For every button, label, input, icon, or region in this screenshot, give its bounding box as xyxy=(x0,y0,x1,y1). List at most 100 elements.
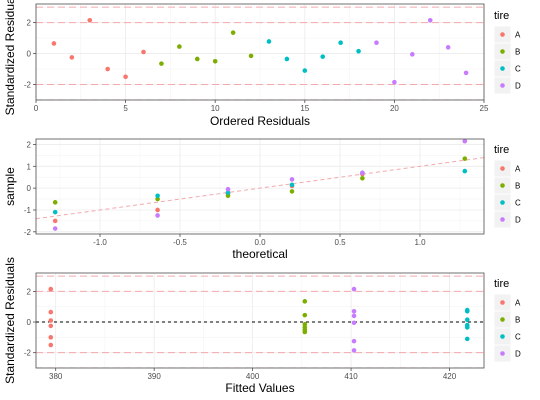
data-point-D xyxy=(392,79,397,85)
data-point-B xyxy=(360,176,365,181)
legend-label-C: C xyxy=(515,333,521,342)
data-point-B xyxy=(289,189,295,194)
y-tick-label: 1 xyxy=(27,162,32,171)
data-point-B xyxy=(52,200,58,205)
data-point-D xyxy=(351,309,357,314)
legend-marker-D xyxy=(500,83,505,88)
x-tick-label: 400 xyxy=(246,372,260,381)
legend-label-D: D xyxy=(515,350,521,359)
chart-panel-3: 380 390 400 410 420 -2 0 2 Fitted Values Standard… xyxy=(3,257,521,395)
data-point-A xyxy=(123,74,128,80)
legend-marker-B xyxy=(500,183,505,188)
data-point-D xyxy=(462,138,468,144)
x-tick-label: -1.0 xyxy=(93,238,107,247)
x-tick-label: 0.5 xyxy=(334,238,346,247)
x-tick-label: 15 xyxy=(300,104,309,113)
x-axis-title: Ordered Residuals xyxy=(210,114,310,128)
data-point-C xyxy=(356,48,361,54)
data-point-D xyxy=(463,70,469,76)
y-axis-title: Standardized Residuals xyxy=(3,257,17,384)
data-point-B xyxy=(159,61,164,66)
data-point-C xyxy=(464,336,470,342)
x-tick-label: 20 xyxy=(390,104,399,113)
data-point-A xyxy=(87,17,93,23)
data-point-D xyxy=(289,177,295,182)
legend-marker-C xyxy=(500,66,505,71)
data-point-B xyxy=(302,329,308,335)
data-point-B xyxy=(194,56,200,62)
data-point-A xyxy=(48,318,54,323)
data-point-C xyxy=(462,168,468,174)
data-point-B xyxy=(155,196,160,202)
data-point-D xyxy=(225,186,231,192)
x-tick-label: -0.5 xyxy=(173,238,187,247)
data-point-D xyxy=(351,320,357,326)
legend-label-D: D xyxy=(515,216,521,225)
plot-area xyxy=(36,273,484,368)
x-axis-title: theoretical xyxy=(232,247,287,261)
legend-label-C: C xyxy=(515,199,521,208)
x-tick-label: 1.0 xyxy=(414,238,426,247)
data-point-A xyxy=(48,335,54,340)
legend-label-A: A xyxy=(515,299,521,308)
y-axis-title: sample xyxy=(3,167,17,206)
data-point-D xyxy=(155,213,160,218)
y-tick-label: 0 xyxy=(27,50,32,59)
data-point-C xyxy=(289,182,295,188)
data-point-B xyxy=(177,44,182,49)
data-point-B xyxy=(302,312,308,318)
data-point-D xyxy=(374,40,379,46)
x-tick-label: 5 xyxy=(123,104,128,113)
data-point-C xyxy=(155,193,160,199)
legend-marker-C xyxy=(500,334,505,339)
x-tick-label: 420 xyxy=(443,372,457,381)
data-point-C xyxy=(464,325,470,330)
data-point-A xyxy=(155,207,160,213)
y-tick-label: 2 xyxy=(27,287,32,296)
data-point-C xyxy=(225,190,231,195)
data-point-C xyxy=(464,309,470,314)
y-tick-label: -2 xyxy=(24,349,32,358)
x-tick-label: 0 xyxy=(34,104,39,113)
legend-label-D: D xyxy=(515,82,521,91)
chart-panel-1: 0 5 10 15 20 25 -2 0 2 Ordered Residuals Standardi… xyxy=(3,0,521,128)
data-point-A xyxy=(105,66,110,72)
legend-label-C: C xyxy=(515,65,521,74)
data-point-C xyxy=(464,317,470,323)
data-point-C xyxy=(338,40,343,46)
y-axis-title: Standardized Residuals xyxy=(3,0,17,115)
data-point-D xyxy=(360,170,365,176)
panel-border xyxy=(35,3,485,101)
data-point-B xyxy=(248,53,254,59)
legend-marker-D xyxy=(500,217,505,222)
data-point-A xyxy=(51,41,57,46)
legend-marker-A xyxy=(500,166,505,171)
legend-marker-B xyxy=(500,49,505,54)
data-point-A xyxy=(141,49,146,55)
data-point-D xyxy=(351,338,357,344)
data-point-C xyxy=(302,68,308,73)
legend-marker-A xyxy=(500,32,505,37)
data-point-B xyxy=(302,299,308,304)
x-axis-title: Fitted Values xyxy=(225,381,294,395)
qq-reference-line xyxy=(36,157,484,220)
data-point-D xyxy=(427,17,433,23)
data-point-B xyxy=(212,58,218,64)
data-point-C xyxy=(284,56,290,62)
legend-title: tire xyxy=(494,278,509,290)
data-point-B xyxy=(230,30,236,35)
data-point-C xyxy=(52,209,58,215)
data-point-D xyxy=(351,286,357,292)
data-point-A xyxy=(52,218,58,224)
legend-label-A: A xyxy=(515,165,521,174)
legend-label-A: A xyxy=(515,31,521,40)
chart-panel-2: -1.0 -0.5 0.0 0.5 1.0 -2 -1 0 1 2 theoretical sampl… xyxy=(3,138,521,261)
x-tick-label: 380 xyxy=(49,372,63,381)
data-point-D xyxy=(410,52,415,57)
data-point-A xyxy=(69,55,75,60)
x-tick-label: 0.0 xyxy=(254,238,266,247)
data-point-C xyxy=(320,54,326,59)
